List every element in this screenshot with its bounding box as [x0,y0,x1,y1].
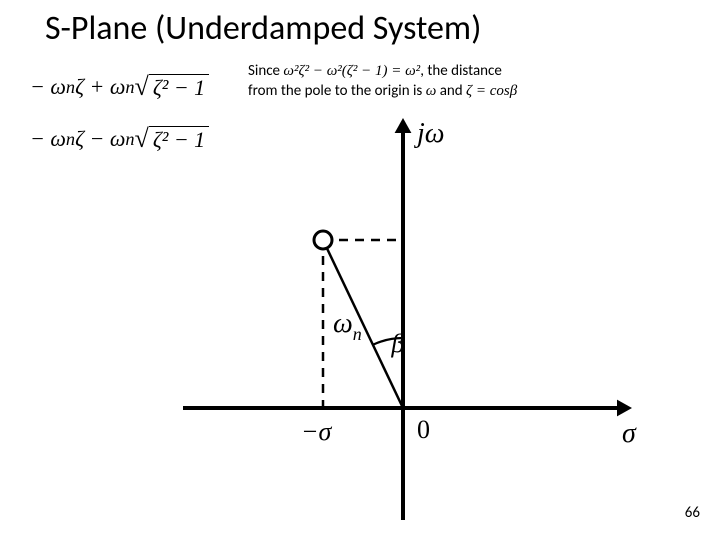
note-math: ω [426,83,437,99]
sqrt-symbol: √ [135,72,149,102]
note-part: and [436,82,466,100]
note-math: ζ = cosβ [466,83,517,99]
svg-text:0: 0 [417,415,430,444]
formula-text: − ω [30,126,66,152]
note-part: Since [248,62,283,80]
svg-text:jω: jω [414,118,445,149]
sqrt-symbol: √ [135,124,149,154]
subscript: n [66,129,75,150]
note-part: from the pole to the origin is [248,82,426,100]
formula-text: ζ + ω [75,74,125,100]
subscript: n [66,77,75,98]
slide-title: S-Plane (Underdamped System) [45,8,481,49]
page-number: 66 [685,504,700,522]
note-part: , the distance [420,62,502,80]
formula-text: − ω [30,74,66,100]
formula-text: ζ − ω [75,126,125,152]
subscript: n [125,129,134,150]
subscript: n [125,77,134,98]
svg-text:−σ: −σ [301,417,333,446]
svg-text:β: β [390,329,404,358]
note-math: ω²ζ² − ω²(ζ² − 1) = ω² [283,63,420,79]
pole-formula-1: − ωn ζ + ωn √ζ² − 1 [30,65,209,109]
note-text: Since ω²ζ² − ω²(ζ² − 1) = ω², the distan… [248,62,517,101]
sqrt-content: ζ² − 1 [149,74,209,101]
s-plane-diagram: jωσ−σ0ωnβ [175,115,655,530]
svg-text:σ: σ [622,418,637,449]
